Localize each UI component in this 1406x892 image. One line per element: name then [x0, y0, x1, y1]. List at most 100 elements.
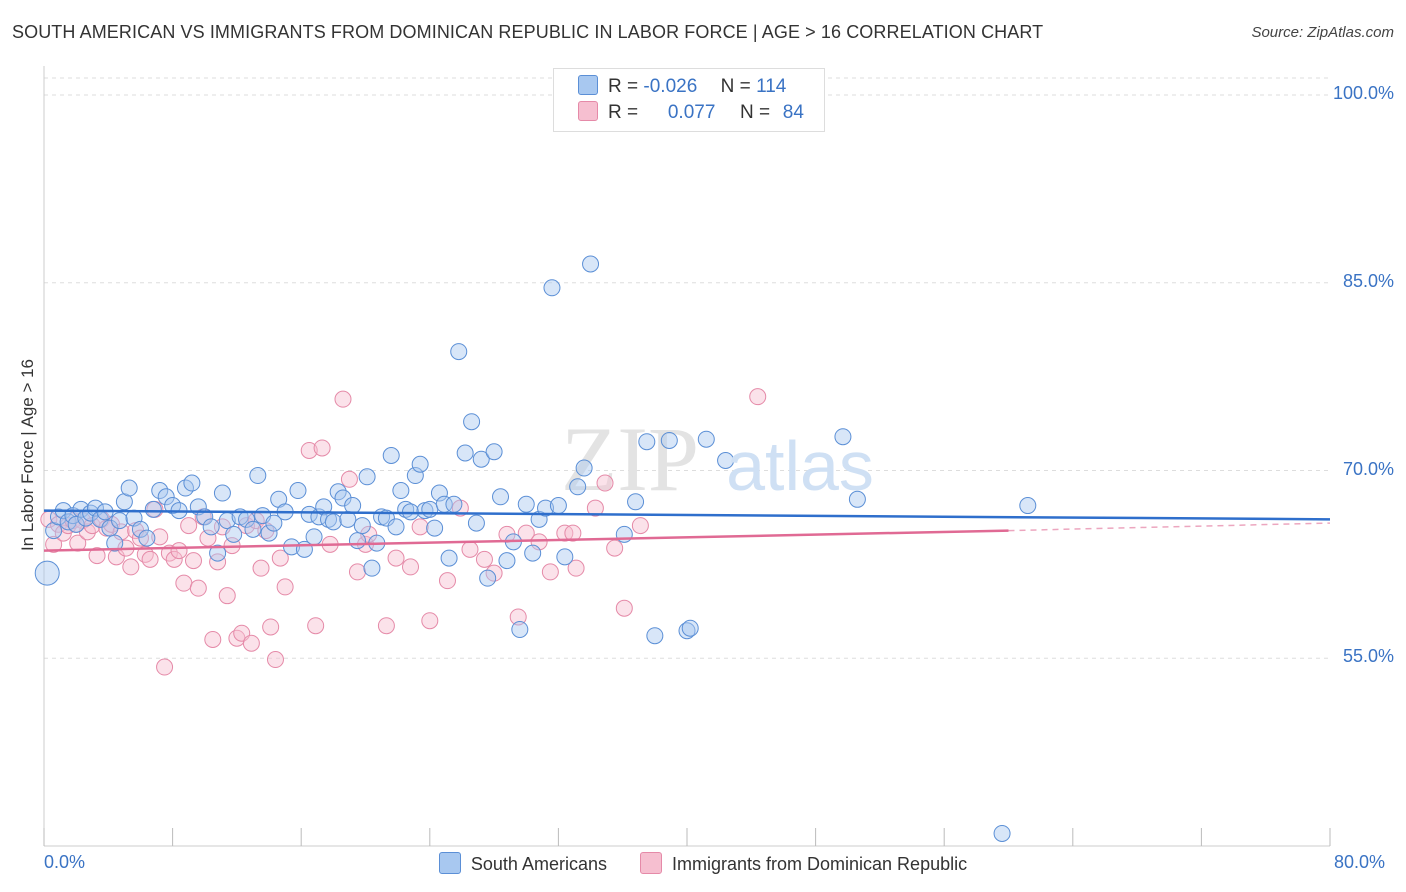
- data-point-south-american: [324, 513, 342, 531]
- chart-title: SOUTH AMERICAN VS IMMIGRANTS FROM DOMINI…: [12, 22, 1044, 42]
- data-point-south-american: [524, 544, 542, 562]
- data-point-dominican: [165, 550, 183, 568]
- data-point-dominican: [313, 439, 331, 457]
- data-point-dominican: [586, 499, 604, 517]
- data-point-dominican: [45, 535, 63, 553]
- legend-label: South Americans: [470, 854, 607, 874]
- data-point-dominican: [131, 529, 149, 547]
- data-point-south-american: [681, 619, 699, 637]
- data-point-dominican: [242, 634, 260, 652]
- data-point-dominican: [175, 574, 193, 592]
- data-point-south-american: [1019, 497, 1037, 515]
- data-point-south-american: [358, 468, 376, 486]
- data-point-dominican: [141, 550, 159, 568]
- y-tick-label: 70.0%: [1342, 458, 1394, 479]
- data-point-south-american: [67, 515, 85, 533]
- n-value: 114: [756, 76, 787, 97]
- data-point-dominican: [387, 549, 405, 567]
- data-point-south-american: [131, 520, 149, 538]
- data-point-dominican: [204, 630, 222, 648]
- data-point-south-american: [456, 444, 474, 462]
- data-point-south-american: [467, 514, 485, 532]
- data-point-south-american: [569, 478, 587, 496]
- legend-swatch-pink: [640, 852, 662, 874]
- data-point-dominican: [541, 563, 559, 581]
- stats-swatch-pink: [578, 101, 598, 121]
- data-point-dominican: [300, 441, 318, 459]
- data-point-south-american: [575, 459, 593, 477]
- data-point-south-american: [244, 520, 262, 538]
- data-point-dominican: [271, 549, 289, 567]
- data-point-dominican: [156, 658, 174, 676]
- data-point-south-american: [106, 534, 124, 552]
- r-value: -0.026: [643, 76, 698, 97]
- data-point-south-american: [382, 446, 400, 464]
- data-point-south-american: [265, 514, 283, 532]
- axes: [43, 66, 1331, 847]
- data-point-south-american: [485, 443, 503, 461]
- data-point-south-american: [34, 560, 60, 586]
- x-tick-label-max: 80.0%: [1334, 852, 1386, 872]
- data-point-dominican: [218, 587, 236, 605]
- data-point-south-american: [440, 549, 458, 567]
- watermark: ZIP: [561, 408, 699, 510]
- data-point-south-american: [582, 255, 600, 273]
- data-point-south-american: [183, 474, 201, 492]
- data-point-south-american: [305, 528, 323, 546]
- data-point-dominican: [615, 599, 633, 617]
- data-point-south-american: [300, 505, 318, 523]
- data-point-dominican: [262, 618, 280, 636]
- data-point-south-american: [406, 467, 424, 485]
- data-point-south-american: [445, 495, 463, 513]
- data-point-south-american: [479, 569, 497, 587]
- data-point-south-american: [213, 484, 231, 502]
- data-point-dominican: [88, 547, 106, 565]
- data-point-south-american: [511, 620, 529, 638]
- trend-line-dominican: [43, 529, 1009, 552]
- n-label: N =: [720, 76, 751, 97]
- data-point-south-american: [556, 548, 574, 566]
- data-point-south-american: [151, 482, 169, 500]
- data-point-south-american: [834, 428, 852, 446]
- data-point-dominican: [252, 559, 270, 577]
- data-point-dominican: [209, 553, 227, 571]
- stats-box: R = -0.026 N = 114 R = 0.077 N = 84: [553, 68, 825, 132]
- data-point-dominican: [170, 542, 188, 560]
- data-point-dominican: [189, 579, 207, 597]
- legend-item-dominican[interactable]: Immigrants from Dominican Republic: [640, 852, 967, 875]
- r-label: R =: [608, 76, 639, 97]
- data-point-dominican: [564, 524, 582, 542]
- data-point-dominican: [151, 528, 169, 546]
- data-point-south-american: [120, 479, 138, 497]
- data-point-dominican: [334, 390, 352, 408]
- data-point-south-american: [660, 431, 678, 449]
- data-point-south-american: [353, 517, 371, 535]
- data-point-dominican: [348, 563, 366, 581]
- grid-lines: [44, 77, 1330, 659]
- data-point-south-american: [344, 497, 362, 515]
- data-point-south-american: [450, 343, 468, 361]
- data-point-south-american: [260, 524, 278, 542]
- data-point-dominican: [606, 539, 624, 557]
- data-point-south-american: [463, 413, 481, 431]
- source-label: Source: ZipAtlas.com: [1251, 24, 1394, 41]
- data-point-dominican: [402, 558, 420, 576]
- data-point-south-american: [315, 498, 333, 516]
- n-value: 84: [782, 102, 804, 123]
- data-point-south-american: [202, 518, 220, 536]
- data-point-south-american: [249, 467, 267, 485]
- r-value: 0.077: [667, 102, 716, 123]
- data-point-dominican: [421, 612, 439, 630]
- data-point-dominican: [567, 559, 585, 577]
- trend-lines: [43, 509, 1331, 552]
- data-point-south-american: [421, 500, 439, 518]
- data-point-dominican: [307, 617, 325, 635]
- data-point-south-american: [411, 455, 429, 473]
- data-point-south-american: [543, 279, 561, 297]
- legend: South Americans Immigrants from Dominica…: [0, 852, 1406, 875]
- data-point-south-american: [225, 525, 243, 543]
- legend-item-south-americans[interactable]: South Americans: [438, 852, 607, 875]
- y-tick-label: 55.0%: [1342, 646, 1394, 667]
- data-point-south-american: [615, 525, 633, 543]
- data-point-dominican: [180, 517, 198, 535]
